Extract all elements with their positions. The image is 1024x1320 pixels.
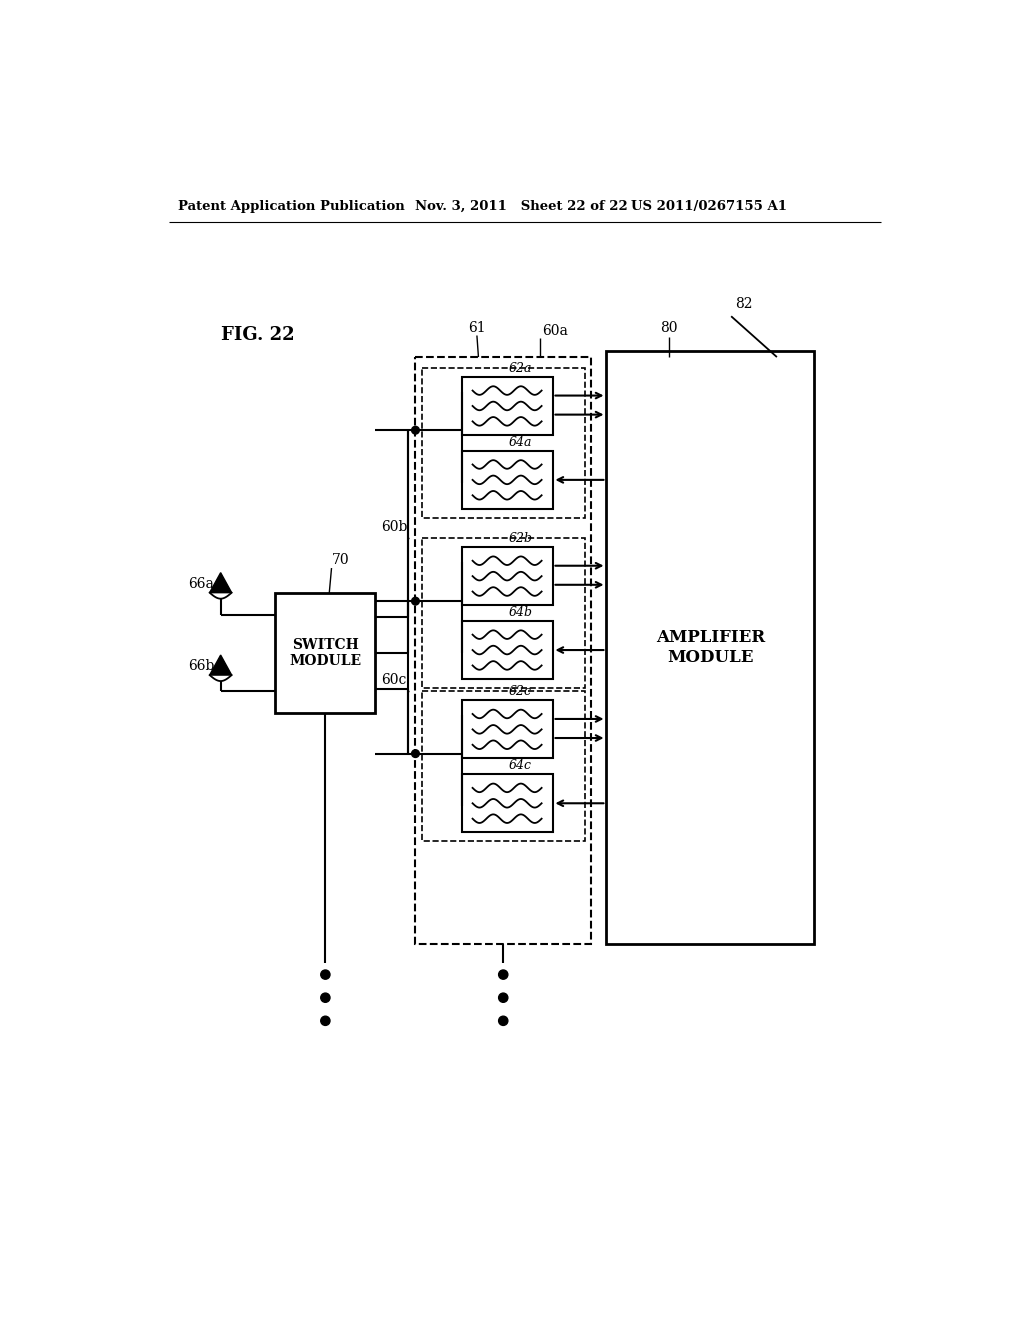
Circle shape — [499, 970, 508, 979]
Text: 62a: 62a — [509, 362, 532, 375]
Polygon shape — [210, 655, 231, 675]
Bar — [416, 358, 591, 944]
Text: SWITCH
MODULE: SWITCH MODULE — [290, 638, 361, 668]
Circle shape — [412, 750, 419, 758]
Bar — [606, 351, 814, 944]
Circle shape — [321, 970, 330, 979]
Text: 66b: 66b — [188, 659, 215, 673]
Bar — [462, 775, 553, 832]
Polygon shape — [210, 573, 231, 593]
Text: AMPLIFIER
MODULE: AMPLIFIER MODULE — [655, 630, 765, 665]
Circle shape — [499, 1016, 508, 1026]
Bar — [462, 622, 553, 678]
Text: 62c: 62c — [509, 685, 531, 698]
Text: FIG. 22: FIG. 22 — [221, 326, 295, 345]
Circle shape — [321, 1016, 330, 1026]
Text: 70: 70 — [332, 553, 349, 566]
Text: Patent Application Publication: Patent Application Publication — [178, 199, 406, 213]
Text: 82: 82 — [735, 297, 753, 312]
Bar — [422, 539, 585, 688]
Text: 64a: 64a — [509, 436, 532, 449]
Text: 60a: 60a — [542, 323, 567, 338]
Bar — [422, 692, 585, 841]
Bar — [275, 594, 376, 713]
Text: 61: 61 — [468, 322, 485, 335]
Bar — [462, 378, 553, 434]
Text: 66a: 66a — [188, 577, 214, 590]
Text: 60b: 60b — [381, 520, 408, 535]
Text: Nov. 3, 2011   Sheet 22 of 22: Nov. 3, 2011 Sheet 22 of 22 — [416, 199, 628, 213]
Text: 60c: 60c — [381, 673, 407, 688]
Bar — [422, 368, 585, 517]
Circle shape — [499, 993, 508, 1002]
Circle shape — [412, 597, 419, 605]
Text: 64c: 64c — [509, 759, 531, 772]
Text: 62b: 62b — [509, 532, 532, 545]
Circle shape — [412, 426, 419, 434]
Text: 64b: 64b — [509, 606, 532, 619]
Text: 80: 80 — [660, 322, 678, 335]
Bar — [462, 451, 553, 508]
Circle shape — [321, 993, 330, 1002]
Bar — [462, 701, 553, 758]
Bar — [462, 548, 553, 605]
Text: US 2011/0267155 A1: US 2011/0267155 A1 — [631, 199, 787, 213]
